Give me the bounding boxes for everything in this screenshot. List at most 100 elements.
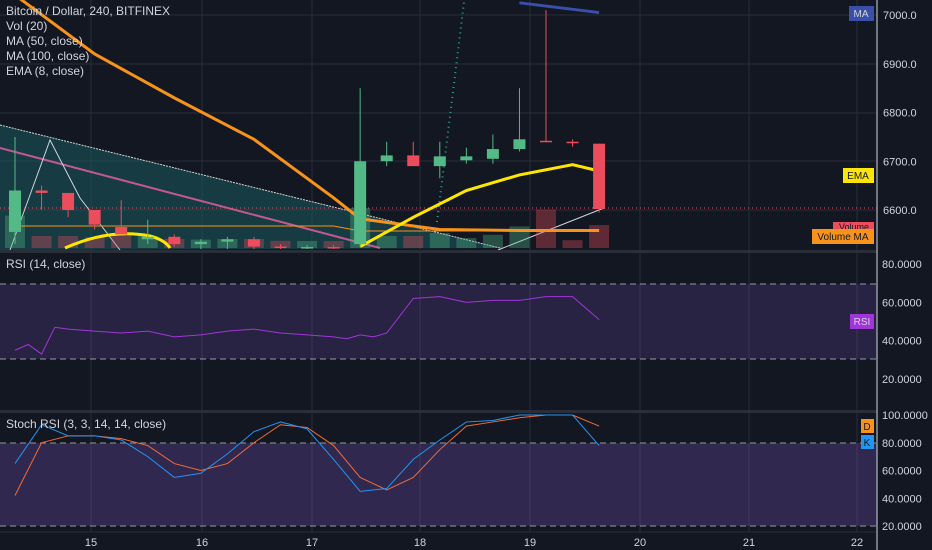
candle-body	[247, 239, 260, 247]
candle-body	[274, 246, 287, 249]
volume-bar	[403, 236, 424, 248]
stoch-k-badge[interactable]: K	[861, 435, 874, 449]
x-tick-label: 19	[524, 537, 536, 549]
volume-bar	[297, 241, 318, 248]
rsi-axis-labels: 80.0000 60.0000 40.0000 20.0000	[882, 259, 922, 386]
ma100-line	[519, 1, 600, 15]
volume-bar	[31, 236, 52, 248]
price-tick-label: 6800.0	[883, 108, 917, 120]
legend-vol[interactable]: Vol (20)	[6, 19, 48, 33]
legend-ma50[interactable]: MA (50, close)	[6, 34, 83, 48]
vertical-grid	[90, 0, 858, 532]
candle-body	[168, 236, 181, 245]
candle-body	[62, 192, 75, 210]
legend-ma100[interactable]: MA (100, close)	[6, 49, 90, 63]
legend-ema8[interactable]: EMA (8, close)	[6, 64, 85, 78]
candle-body	[486, 149, 499, 159]
stoch-d-badge-label: D	[863, 422, 870, 433]
stoch-tick-label: 100.0000	[882, 410, 928, 422]
pane-separator-1[interactable]	[0, 250, 932, 253]
stoch-title[interactable]: Stoch RSI (3, 3, 14, 14, close)	[6, 417, 167, 431]
volume-bar	[323, 241, 344, 248]
volume-bar	[376, 236, 397, 248]
x-tick-label: 17	[306, 537, 318, 549]
ma50-line	[19, 0, 600, 232]
rsi-tick-label: 20.0000	[882, 374, 922, 386]
volume-bar	[536, 209, 556, 248]
candle-body	[115, 227, 128, 235]
stoch-tick-label: 60.0000	[882, 466, 922, 478]
rsi-tick-label: 60.0000	[882, 297, 922, 309]
x-tick-label: 20	[634, 537, 646, 549]
stoch-band	[0, 443, 877, 526]
volume-bar	[482, 234, 503, 248]
volume-ma-badge[interactable]: Volume MA	[812, 229, 874, 244]
stoch-d-badge[interactable]: D	[861, 419, 874, 433]
stoch-axis-labels: 100.0000 80.0000 60.0000 40.0000 20.0000	[882, 410, 928, 533]
candle-body	[327, 247, 340, 249]
price-grid	[0, 14, 877, 211]
pink-trendline	[0, 147, 381, 249]
rsi-line	[14, 296, 600, 355]
ema-badge-label: EMA	[847, 171, 869, 182]
ma-badge-label: MA	[854, 9, 869, 20]
stoch-d-line	[14, 414, 600, 496]
rsi-tick-label: 80.0000	[882, 259, 922, 271]
rsi-title[interactable]: RSI (14, close)	[6, 257, 86, 271]
candle-body	[540, 140, 552, 143]
ma-badge[interactable]: MA	[849, 6, 874, 21]
rsi-badge[interactable]: RSI	[850, 314, 874, 329]
volume-bar	[589, 225, 610, 248]
volume-bar	[562, 240, 583, 248]
x-tick-label: 16	[196, 537, 208, 549]
rsi-band	[0, 284, 877, 359]
price-tick-label: 6600.0	[883, 205, 917, 217]
volume-bar	[84, 237, 105, 248]
stoch-tick-label: 80.0000	[882, 438, 922, 450]
chart-legend: Bitcoin / Dollar, 240, BITFINEX Vol (20)…	[6, 4, 170, 79]
price-tick-label: 6700.0	[883, 156, 917, 168]
volume-bar	[111, 233, 132, 248]
green-dotted-trendline	[436, 1, 465, 223]
candle-body	[407, 155, 420, 167]
candle-body	[566, 141, 579, 144]
candle-body	[354, 161, 367, 245]
price-tick-label: 7000.0	[883, 10, 917, 22]
x-tick-label: 15	[85, 537, 97, 549]
candle-body	[433, 156, 446, 167]
price-axis[interactable]	[877, 0, 932, 550]
candle-body	[301, 247, 314, 249]
x-tick-label: 18	[414, 537, 426, 549]
rsi-badge-label: RSI	[854, 317, 871, 328]
volume-badge-label: Volume	[839, 222, 869, 232]
candle-body	[221, 239, 234, 242]
x-tick-label: 21	[743, 537, 755, 549]
candle-body	[88, 210, 101, 225]
time-axis-labels: 15 16 17 18 19 20 21 22	[85, 537, 863, 549]
ema-badge[interactable]: EMA	[843, 168, 874, 183]
volume-badge[interactable]: Volume	[833, 222, 874, 232]
time-axis[interactable]	[0, 532, 877, 550]
pane-separator-2[interactable]	[0, 410, 932, 413]
stoch-k-line	[14, 414, 600, 492]
candle-body	[141, 236, 154, 240]
legend-symbol[interactable]: Bitcoin / Dollar, 240, BITFINEX	[6, 4, 171, 18]
price-axis-labels: 7000.0 6900.0 6800.0 6700.0 6600.0	[883, 10, 917, 217]
candle-body	[194, 241, 207, 245]
candles	[9, 10, 606, 249]
rsi-tick-label: 40.0000	[882, 336, 922, 348]
volume-bar	[456, 238, 477, 248]
ema8-line	[359, 163, 600, 248]
candle-body	[380, 155, 393, 162]
volume-bar	[429, 233, 450, 248]
candle-body	[593, 143, 606, 210]
ema8-line-left	[64, 232, 172, 250]
candle-body	[35, 190, 48, 193]
stoch-tick-label: 20.0000	[882, 521, 922, 533]
volume-ma-badge-label: Volume MA	[817, 232, 868, 243]
candle-body	[513, 139, 526, 150]
price-tick-label: 6900.0	[883, 59, 917, 71]
stoch-tick-label: 40.0000	[882, 493, 922, 505]
